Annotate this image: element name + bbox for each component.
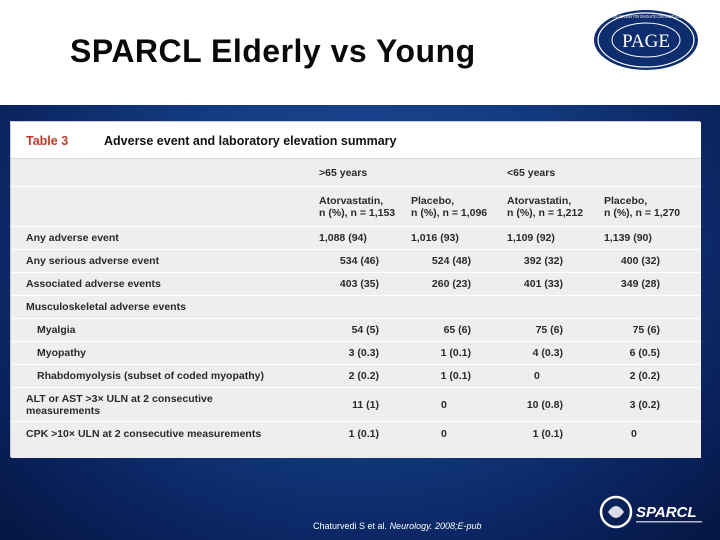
citation: Chaturvedi S et al. Neurology. 2008;E-pu… (313, 521, 481, 531)
column-header-line2: n (%), n = 1,212 (507, 206, 584, 219)
cell-value: 0 (631, 428, 637, 440)
group-underline-younger (507, 186, 687, 187)
cell-value: 1 (0.1) (440, 370, 471, 382)
table-row: Associated adverse events 403 (35) 260 (… (11, 273, 701, 296)
cell-value: 0 (441, 428, 447, 440)
cell-value: 1 (0.1) (440, 347, 471, 359)
cell-value: 1,139 (90) (604, 232, 652, 244)
row-label: Any serious adverse event (26, 255, 160, 267)
row-label: Musculoskeletal adverse events (26, 301, 186, 313)
cell-value: 65 (6) (443, 324, 471, 336)
page-logo: PAGE PHYSICIANS' ACADEMY FOR GRADUATE CO… (594, 10, 698, 70)
row-label: Any adverse event (26, 232, 119, 244)
cell-value: 75 (6) (632, 324, 660, 336)
cell-value: 401 (33) (523, 278, 563, 290)
cell-value: 2 (0.2) (629, 370, 660, 382)
citation-authors: Chaturvedi S et al. (313, 521, 388, 531)
cell-value: 10 (0.8) (526, 398, 563, 411)
column-header-line2: n (%), n = 1,270 (604, 206, 681, 219)
table-header-bar: Table 3 Adverse event and laboratory ele… (11, 122, 701, 159)
cell-value: 1,016 (93) (411, 232, 459, 244)
column-header-line1: Placebo, (604, 194, 648, 207)
column-header-line1: Placebo, (411, 194, 455, 207)
cell-value: 260 (23) (431, 278, 471, 290)
cell-value: 3 (0.3) (348, 347, 379, 359)
table-row: Myalgia 54 (5) 65 (6) 75 (6) 75 (6) (11, 319, 701, 342)
table-number: Table 3 (26, 134, 69, 148)
cell-value: 11 (1) (352, 398, 379, 411)
table-row: Any serious adverse event 534 (46) 524 (… (11, 250, 701, 273)
cell-value: 6 (0.5) (629, 347, 660, 359)
row-label: CPK >10× ULN at 2 consecutive measuremen… (26, 428, 262, 440)
cell-value: 1 (0.1) (532, 428, 563, 440)
row-label-line2: measurements (26, 404, 101, 417)
page-logo-ring-text: PHYSICIANS' ACADEMY FOR GRADUATE CONTINU… (600, 14, 692, 19)
cell-value: 75 (6) (535, 324, 563, 336)
group-label-younger: <65 years (507, 166, 556, 179)
cell-value: 392 (32) (523, 255, 563, 267)
cell-value: 534 (46) (339, 255, 379, 267)
cell-value: 3 (0.2) (629, 398, 660, 411)
cell-value: 349 (28) (620, 278, 660, 290)
row-label: Myopathy (37, 347, 87, 359)
table-body: >65 years <65 years Atorvastatin, n (%), … (11, 159, 701, 458)
cell-value: 2 (0.2) (348, 370, 379, 382)
table-row: Any adverse event 1,088 (94) 1,016 (93) … (11, 227, 701, 250)
cell-value: 1,088 (94) (319, 232, 367, 244)
table-caption: Adverse event and laboratory elevation s… (104, 134, 397, 148)
citation-year: 2008;E-pub (434, 521, 482, 531)
column-header-line1: Atorvastatin, (319, 194, 384, 207)
citation-journal: Neurology. (389, 521, 433, 531)
table-row: CPK >10× ULN at 2 consecutive measuremen… (11, 422, 701, 446)
cell-value: 403 (35) (339, 278, 379, 290)
slide-title: SPARCL Elderly vs Young (70, 33, 476, 69)
group-label-older: >65 years (319, 166, 368, 179)
cell-value: 1 (0.1) (348, 428, 379, 440)
sparcl-logo-text: SPARCL (636, 504, 697, 521)
column-header-row: Atorvastatin, n (%), n = 1,153 Placebo, n … (11, 187, 701, 227)
column-header-line2: n (%), n = 1,096 (411, 206, 488, 219)
column-header-line1: Atorvastatin, (507, 194, 572, 207)
sparcl-logo: SPARCL (599, 495, 702, 529)
group-header-row: >65 years <65 years (11, 159, 701, 187)
group-underline-older (319, 186, 499, 187)
cell-value: 0 (441, 398, 447, 411)
page-logo-text: PAGE (622, 31, 670, 52)
table-row: Musculoskeletal adverse events (11, 296, 701, 319)
cell-value: 524 (48) (431, 255, 471, 267)
column-header-line2: n (%), n = 1,153 (319, 206, 396, 219)
cell-value: 1,109 (92) (507, 232, 555, 244)
table-card: Table 3 Adverse event and laboratory ele… (10, 121, 701, 458)
table-row: ALT or AST >3× ULN at 2 consecutive measu… (11, 388, 701, 422)
row-label: Rhabdomyolysis (subset of coded myopathy… (37, 370, 264, 382)
cell-value: 4 (0.3) (532, 347, 563, 359)
cell-value: 400 (32) (620, 255, 660, 267)
table-row: Rhabdomyolysis (subset of coded myopathy… (11, 365, 701, 388)
row-label-line1: ALT or AST >3× ULN at 2 consecutive (26, 392, 213, 405)
cell-value: 54 (5) (351, 324, 379, 336)
row-label: Myalgia (37, 324, 76, 336)
row-label: Associated adverse events (26, 278, 161, 290)
cell-value: 0 (534, 370, 540, 382)
table-row: Myopathy 3 (0.3) 1 (0.1) 4 (0.3) 6 (0.5) (11, 342, 701, 365)
